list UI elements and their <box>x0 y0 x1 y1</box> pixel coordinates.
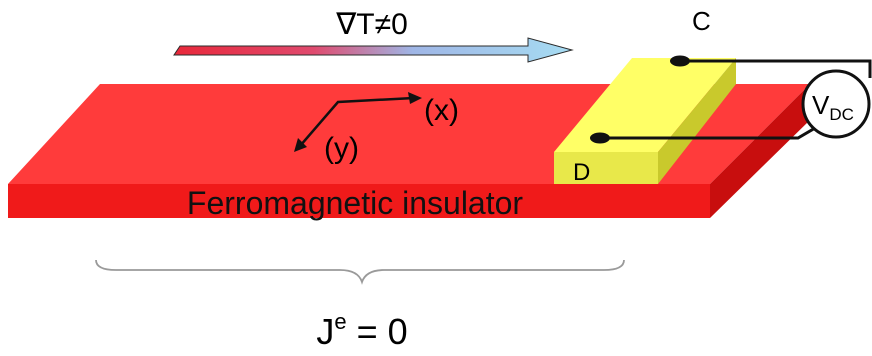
voltmeter-circle <box>801 69 871 139</box>
contact-d-label: D <box>573 159 590 186</box>
slab-front-face <box>8 184 710 218</box>
brace-bracket <box>95 259 625 285</box>
x-axis-arrowhead <box>408 92 422 104</box>
axes-lines <box>299 96 415 147</box>
material-label: Ferromagnetic insulator <box>187 185 523 221</box>
contact-top-face <box>554 58 736 152</box>
contact-front-face <box>554 152 658 184</box>
y-axis-arrowhead <box>294 138 307 152</box>
temperature-gradient-label: ∇T≠0 <box>335 8 408 41</box>
current-rest: = 0 <box>347 311 408 352</box>
axis-x-label: (x) <box>424 94 459 127</box>
current-sup: e <box>334 309 346 334</box>
voltmeter-label: VDC <box>812 90 854 124</box>
contact-c-label: C <box>692 6 711 36</box>
temperature-gradient-arrow <box>173 37 574 63</box>
wire-c <box>680 59 872 78</box>
contact-side-face <box>658 58 736 184</box>
current-main: J <box>316 311 334 352</box>
current-label: Je = 0 <box>316 309 407 352</box>
axis-y-label: (y) <box>324 132 359 165</box>
voltmeter-sub: DC <box>829 105 854 124</box>
voltmeter-main: V <box>812 90 830 120</box>
slab-side-face <box>710 84 810 218</box>
